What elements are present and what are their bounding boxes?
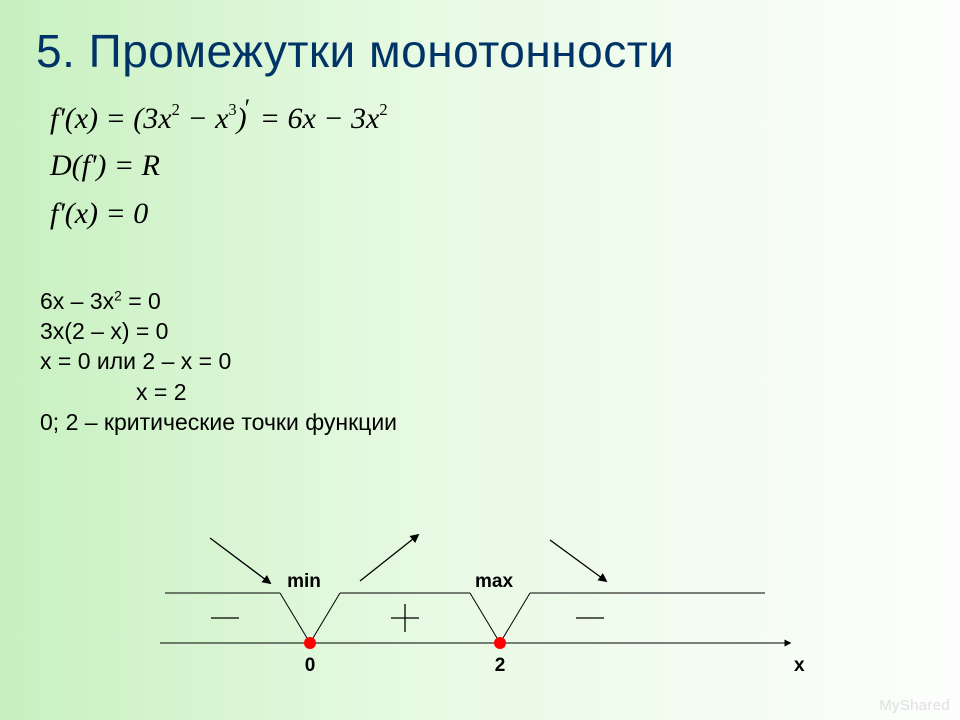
watermark: MyShared (879, 697, 950, 714)
work-line-3: x = 0 или 2 – x = 0 (40, 346, 924, 376)
work-line-2: 3x(2 – x) = 0 (40, 316, 924, 346)
slide: 5. Промежутки монотонности f'(x) = (3x2 … (0, 0, 960, 720)
svg-text:0: 0 (305, 655, 316, 676)
svg-text:x: x (794, 655, 805, 676)
svg-text:max: max (475, 571, 513, 592)
formula-domain: D(f') = R (50, 143, 924, 190)
formula-zero: f'(x) = 0 (50, 191, 924, 238)
sign-diagram: 0 min 2 max x (150, 523, 850, 703)
svg-text:min: min (287, 571, 321, 592)
formula-derivative: f'(x) = (3x2 − x3)′ = 6x − 3x2 (50, 96, 924, 143)
svg-text:2: 2 (495, 655, 506, 676)
formula-text: f'(x) = (3x2 − x3)′ = 6x − 3x2 (50, 102, 388, 135)
slide-title: 5. Промежутки монотонности (36, 24, 924, 78)
formula-block: f'(x) = (3x2 − x3)′ = 6x − 3x2 D(f') = R… (50, 96, 924, 238)
work-block: 6x – 3x2 = 0 3x(2 – x) = 0 x = 0 или 2 –… (40, 286, 924, 438)
work-line-5: 0; 2 – критические точки функции (40, 407, 924, 437)
work-line-4: x = 2 (40, 377, 924, 407)
work-line-1: 6x – 3x2 = 0 (40, 286, 924, 316)
